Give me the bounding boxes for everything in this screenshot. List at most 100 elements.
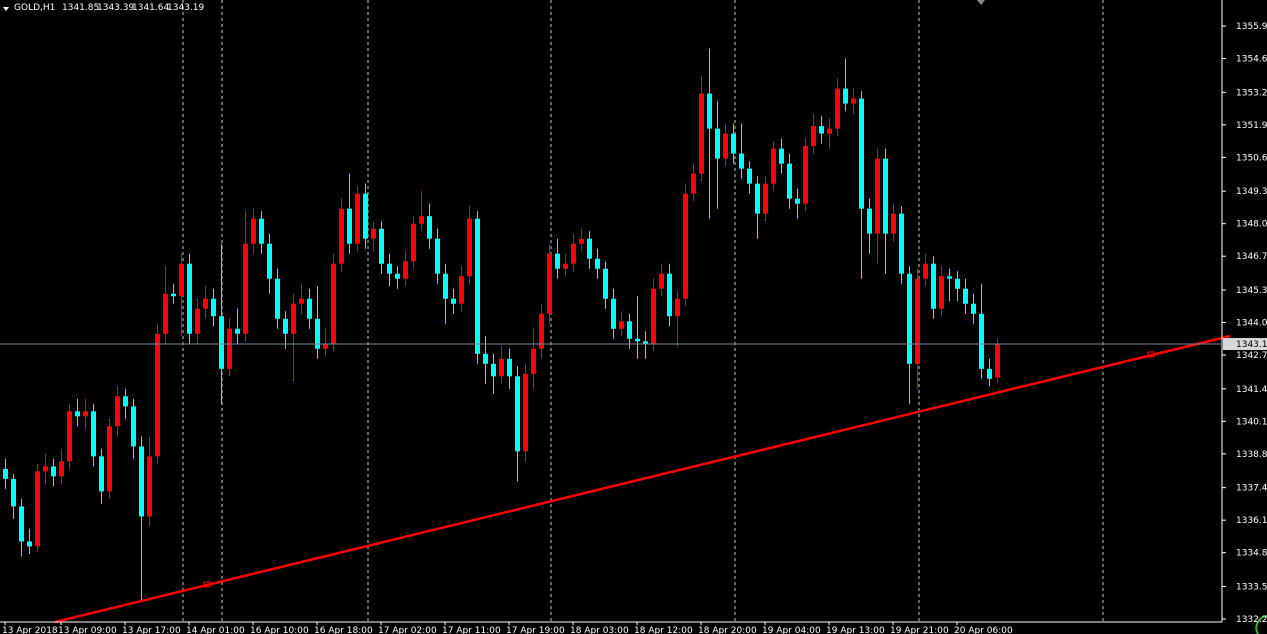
candle-body: [491, 363, 496, 377]
candle-body: [851, 98, 856, 104]
candle-body: [859, 98, 864, 209]
candle-body: [595, 258, 600, 269]
candle-body: [435, 238, 440, 274]
y-tick-label: 1333.50: [1236, 582, 1267, 592]
x-tick-label: 18 Apr 03:00: [570, 626, 629, 634]
candle-body: [123, 396, 128, 407]
candle-body: [459, 276, 464, 304]
x-tick-label: 16 Apr 10:00: [250, 626, 309, 634]
y-tick-label: 1340.10: [1236, 417, 1267, 427]
candle-body: [643, 341, 648, 344]
candle-body: [555, 253, 560, 269]
candle-body: [611, 298, 616, 329]
candle-body: [955, 278, 960, 289]
candle-body: [75, 411, 80, 417]
candle-body: [171, 293, 176, 297]
candle-body: [979, 313, 984, 369]
candle-body: [387, 263, 392, 274]
candle-body: [587, 238, 592, 259]
candle-body: [259, 218, 264, 244]
candle-body: [419, 216, 424, 224]
candle-body: [867, 208, 872, 234]
candle-body: [947, 276, 952, 279]
candle-body: [43, 466, 48, 472]
trend-anchor[interactable]: [203, 581, 211, 588]
ohlc-close: 1343.19: [167, 3, 204, 13]
header: GOLD,H1 1341.85 1343.39 1341.64 1343.19: [3, 3, 204, 13]
candle-body: [3, 468, 8, 479]
candle-body: [219, 316, 224, 369]
candle-body: [835, 88, 840, 129]
candle-body: [163, 293, 168, 334]
scroll-marker[interactable]: [977, 0, 985, 5]
y-tick-label: 1336.15: [1236, 516, 1267, 526]
candle-body: [987, 368, 992, 379]
candle-body: [795, 198, 800, 204]
candle-body: [35, 471, 40, 547]
candle-body: [747, 168, 752, 184]
x-tick-label: 19 Apr 21:00: [890, 626, 949, 634]
candle-body: [83, 411, 88, 417]
candle-body: [179, 263, 184, 297]
period-separators: [182, 0, 1104, 622]
candle-body: [187, 263, 192, 334]
x-tick-label: 17 Apr 11:00: [442, 626, 501, 634]
candle-body: [323, 343, 328, 349]
candle-body: [971, 303, 976, 314]
candle-body: [371, 228, 376, 239]
candle-body: [827, 128, 832, 134]
y-tick-label: 1355.90: [1236, 22, 1267, 32]
candle-body: [347, 208, 352, 244]
trendline: [54, 334, 1231, 624]
candle-body: [411, 223, 416, 262]
candle-body: [299, 298, 304, 304]
price-label-box: [1223, 338, 1267, 351]
candle-body: [923, 263, 928, 279]
trend-anchor[interactable]: [1147, 351, 1155, 358]
trend-line[interactable]: [54, 334, 1231, 624]
candle-body: [283, 318, 288, 334]
candle-body: [27, 541, 32, 547]
candle-body: [931, 263, 936, 309]
candle-body: [787, 163, 792, 199]
candle-body: [443, 273, 448, 299]
candle-body: [907, 273, 912, 364]
candle-body: [699, 93, 704, 174]
x-tick-label: 20 Apr 06:00: [954, 626, 1013, 634]
x-tick-label: 13 Apr 2018: [2, 626, 58, 634]
candle-body: [723, 133, 728, 159]
candle-body: [579, 238, 584, 244]
candle-body: [211, 298, 216, 317]
candle-body: [427, 216, 432, 239]
candle-body: [539, 313, 544, 349]
candle-body: [803, 146, 808, 204]
candle-body: [227, 328, 232, 369]
candle-body: [755, 183, 760, 214]
candle-body: [499, 358, 504, 377]
candle-body: [659, 273, 664, 289]
candle-body: [603, 268, 608, 299]
candle-body: [531, 348, 536, 374]
candle-body: [779, 148, 784, 164]
candle-body: [331, 263, 336, 344]
candle-body: [939, 276, 944, 309]
ohlc-open: 1341.85: [62, 3, 99, 13]
y-tick-label: 1345.35: [1236, 286, 1267, 296]
candle-body: [739, 153, 744, 169]
y-tick-label: 1350.65: [1236, 153, 1267, 163]
candle-body: [99, 456, 104, 492]
candle-body: [267, 243, 272, 279]
candle-body: [523, 373, 528, 452]
candle-body: [995, 344, 1000, 378]
candle-body: [483, 353, 488, 364]
x-tick-label: 18 Apr 12:00: [634, 626, 693, 634]
status-indicator: [1255, 615, 1267, 634]
candle-body: [667, 273, 672, 317]
y-tick-label: 1342.75: [1236, 351, 1267, 361]
menu-arrow[interactable]: [3, 7, 9, 11]
candle-body: [883, 158, 888, 234]
candle-body: [251, 218, 256, 244]
